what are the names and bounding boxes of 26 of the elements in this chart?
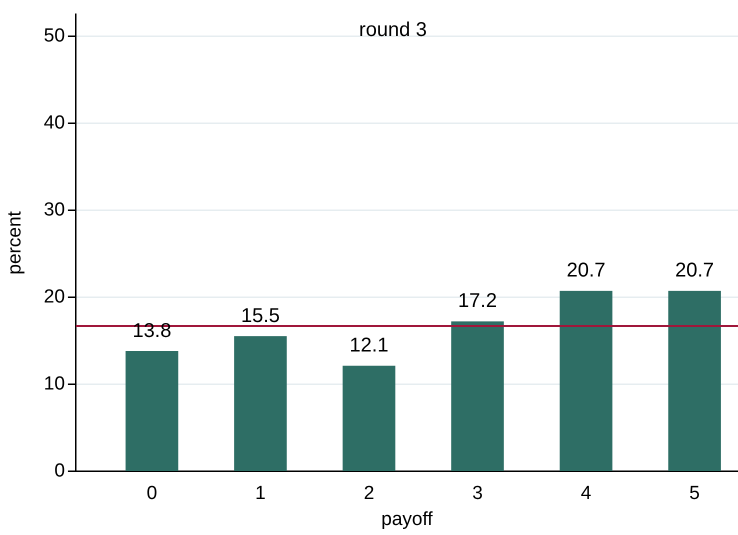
y-tick-label: 10 [44,374,65,395]
data-label: 17.2 [458,290,497,312]
data-label: 15.5 [240,304,280,327]
data-label: 20.7 [566,260,606,282]
data-label: 20.7 [675,260,714,282]
y-tick-label: 20 [44,286,65,308]
data-label: 12.1 [350,334,388,357]
y-axis-title: percent [4,210,26,275]
x-tick-label: 0 [146,483,158,504]
bar [342,366,396,471]
bar [126,350,178,471]
x-tick-label: 4 [580,483,592,504]
bar [668,290,721,471]
y-tick-label: 30 [44,199,65,220]
chart-title: round 3 [359,18,427,41]
y-tick-label: 0 [54,460,65,482]
y-tick-label: 40 [44,112,65,134]
x-tick-label: 1 [255,483,266,504]
bar [560,290,612,471]
x-tick-label: 2 [364,483,374,504]
x-tick-label: 3 [472,483,483,504]
x-axis-title: payoff [381,508,434,530]
x-tick-label: 5 [689,483,700,504]
y-tick-label: 50 [44,25,65,46]
bar [234,336,287,471]
bar [451,321,504,471]
